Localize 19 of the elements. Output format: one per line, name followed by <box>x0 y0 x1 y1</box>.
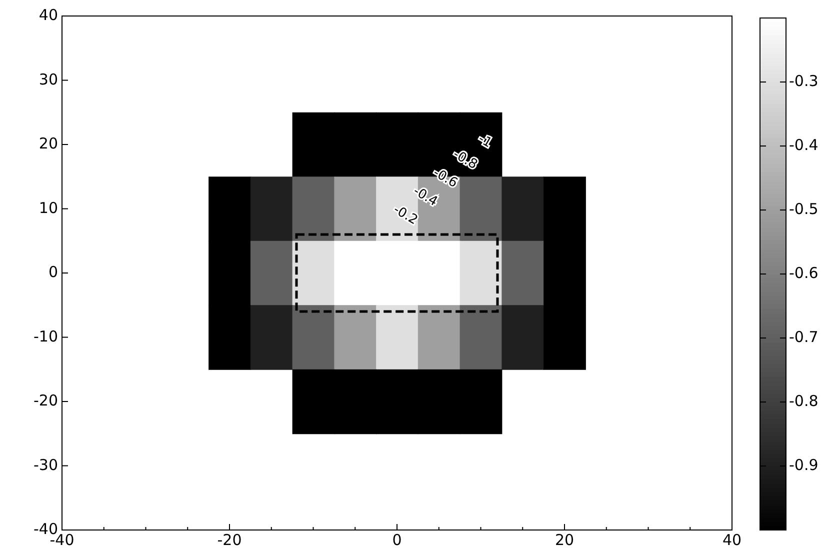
y-tick-label: 10 <box>38 198 58 217</box>
color-bar-label: -0.8 <box>789 392 818 410</box>
y-tick-label: -10 <box>34 327 58 346</box>
x-tick-label: 0 <box>392 531 402 549</box>
y-tick-label: 40 <box>38 6 58 24</box>
y-tick-label: -20 <box>34 392 58 410</box>
y-tick-label: 0 <box>48 263 58 282</box>
color-bar-label: -0.5 <box>789 200 818 218</box>
color-bar-label: -0.9 <box>789 456 818 474</box>
x-tick-label: 20 <box>554 531 574 549</box>
y-tick-label: 20 <box>38 134 58 153</box>
y-tick-label: -30 <box>34 456 58 474</box>
x-tick-label: -20 <box>217 531 242 549</box>
color-bar-label: -0.4 <box>789 136 818 154</box>
color-bar-label: -0.7 <box>789 328 818 346</box>
color-bar-label: -0.6 <box>789 264 818 282</box>
y-tick-label: 30 <box>38 70 58 88</box>
color-bar-label: -0.3 <box>789 72 818 90</box>
x-tick-label: 40 <box>722 531 742 549</box>
